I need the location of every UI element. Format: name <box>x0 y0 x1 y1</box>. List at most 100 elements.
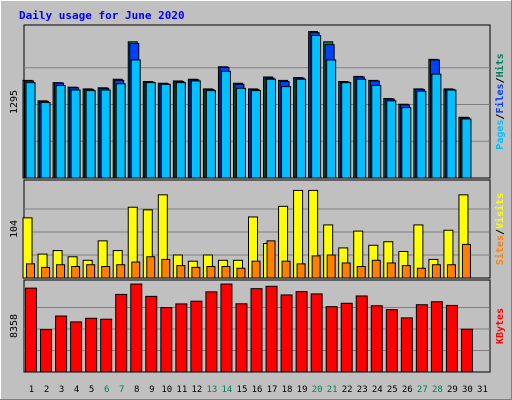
x-tick-day-16: 16 <box>252 385 263 395</box>
legend-hits-files-pages: Pages/Files/Hits <box>494 53 506 149</box>
x-tick-day-24: 24 <box>372 385 383 395</box>
legend-entry-visits-sites-1: / <box>495 229 506 235</box>
chart-title: Daily usage for June 2020 <box>19 9 185 22</box>
x-tick-day-19: 19 <box>297 385 308 395</box>
bar-pages-day-16 <box>251 90 261 179</box>
legend-entry-hits-files-pages-3: / <box>495 77 506 83</box>
legend-entry-kbytes-0: KBytes <box>495 308 506 344</box>
bar-pages-day-2 <box>40 102 51 179</box>
bar-kbytes-day-11 <box>175 303 188 373</box>
bar-kbytes-day-22 <box>340 302 353 373</box>
x-tick-day-26: 26 <box>402 385 413 395</box>
x-tick-day-10: 10 <box>161 385 172 395</box>
x-tick-day-25: 25 <box>387 385 398 395</box>
bar-pages-day-27 <box>416 90 427 179</box>
bar-pages-day-3 <box>55 84 66 179</box>
bar-kbytes-day-23 <box>355 295 368 373</box>
bar-sites-day-14 <box>221 266 231 279</box>
bar-sites-day-2 <box>41 266 51 279</box>
bar-kbytes-day-9 <box>145 295 158 373</box>
x-tick-day-21: 21 <box>327 385 338 395</box>
bar-kbytes-day-5 <box>85 317 98 373</box>
bar-sites-day-4 <box>71 266 81 279</box>
bar-sites-day-11 <box>176 265 186 279</box>
x-tick-day-2: 2 <box>44 385 49 395</box>
bar-sites-day-16 <box>251 260 261 279</box>
bar-sites-day-1 <box>26 263 36 279</box>
bar-kbytes-day-25 <box>385 309 398 373</box>
x-tick-day-14: 14 <box>222 385 233 395</box>
bar-pages-day-15 <box>235 87 246 179</box>
bar-kbytes-day-19 <box>295 291 308 373</box>
x-tick-day-13: 13 <box>206 385 217 395</box>
bar-pages-day-12 <box>190 80 201 179</box>
bar-kbytes-day-12 <box>190 300 203 373</box>
bar-sites-day-29 <box>446 264 456 279</box>
bar-pages-day-8 <box>130 59 141 179</box>
bar-pages-day-13 <box>205 90 216 179</box>
legend-kbytes: KBytes <box>495 308 506 344</box>
bar-kbytes-day-13 <box>205 291 218 373</box>
x-tick-day-23: 23 <box>357 385 368 395</box>
x-tick-day-27: 27 <box>417 385 428 395</box>
x-tick-day-9: 9 <box>149 385 154 395</box>
ymax-label-kbytes: 8358 <box>9 314 20 338</box>
bar-kbytes-day-6 <box>100 318 113 373</box>
bar-pages-day-30 <box>461 118 472 179</box>
legend-entry-hits-files-pages-4: Hits <box>494 53 506 77</box>
bar-sites-day-22 <box>341 262 351 279</box>
x-tick-day-6: 6 <box>104 385 109 395</box>
legend-entry-visits-sites-2: Visits <box>494 193 506 229</box>
bar-sites-day-19 <box>296 263 306 279</box>
bar-sites-day-23 <box>356 266 366 279</box>
bar-sites-day-7 <box>116 264 126 279</box>
bar-pages-day-24 <box>371 84 382 179</box>
bar-kbytes-day-28 <box>430 301 443 373</box>
bar-sites-day-6 <box>101 266 111 279</box>
x-tick-day-22: 22 <box>342 385 353 395</box>
x-tick-day-18: 18 <box>282 385 293 395</box>
ymax-label-visits-sites: 104 <box>9 220 20 238</box>
bar-kbytes-day-29 <box>445 304 458 373</box>
bar-kbytes-day-27 <box>415 304 428 373</box>
legend-entry-hits-files-pages-1: / <box>495 114 506 120</box>
x-tick-day-28: 28 <box>432 385 443 395</box>
bar-kbytes-day-1 <box>25 287 38 373</box>
bar-sites-day-8 <box>131 261 141 279</box>
bar-sites-day-17 <box>266 240 276 279</box>
bar-pages-day-7 <box>115 83 126 179</box>
bar-sites-day-18 <box>281 260 291 279</box>
ymax-label-hits-files-pages: 1295 <box>9 90 20 114</box>
bar-kbytes-day-10 <box>160 307 173 373</box>
bar-kbytes-day-18 <box>280 294 293 373</box>
x-tick-day-31: 31 <box>477 385 488 395</box>
x-tick-day-11: 11 <box>176 385 187 395</box>
bar-sites-day-21 <box>326 254 336 279</box>
x-tick-day-15: 15 <box>237 385 248 395</box>
bar-sites-day-3 <box>56 264 66 279</box>
bar-pages-day-26 <box>401 107 412 179</box>
bar-sites-day-30 <box>461 243 471 279</box>
bar-pages-day-18 <box>281 86 292 179</box>
bar-pages-day-28 <box>431 73 442 179</box>
bar-sites-day-25 <box>386 262 396 279</box>
bar-pages-day-23 <box>356 78 367 179</box>
bar-pages-day-22 <box>341 82 352 179</box>
bar-pages-day-5 <box>85 90 96 179</box>
bar-pages-day-6 <box>100 89 111 179</box>
bar-pages-day-14 <box>220 70 231 179</box>
bar-pages-day-1 <box>25 82 36 179</box>
bar-sites-day-9 <box>146 256 156 279</box>
bar-pages-day-11 <box>175 82 186 179</box>
bar-sites-day-27 <box>416 267 426 279</box>
bar-kbytes-day-24 <box>370 305 383 373</box>
x-tick-day-5: 5 <box>89 385 94 395</box>
x-tick-day-4: 4 <box>74 385 79 395</box>
bar-kbytes-day-15 <box>235 303 248 373</box>
bar-sites-day-12 <box>191 266 201 279</box>
bar-kbytes-day-2 <box>40 329 53 373</box>
bar-kbytes-day-14 <box>220 283 233 373</box>
x-tick-day-3: 3 <box>59 385 64 395</box>
